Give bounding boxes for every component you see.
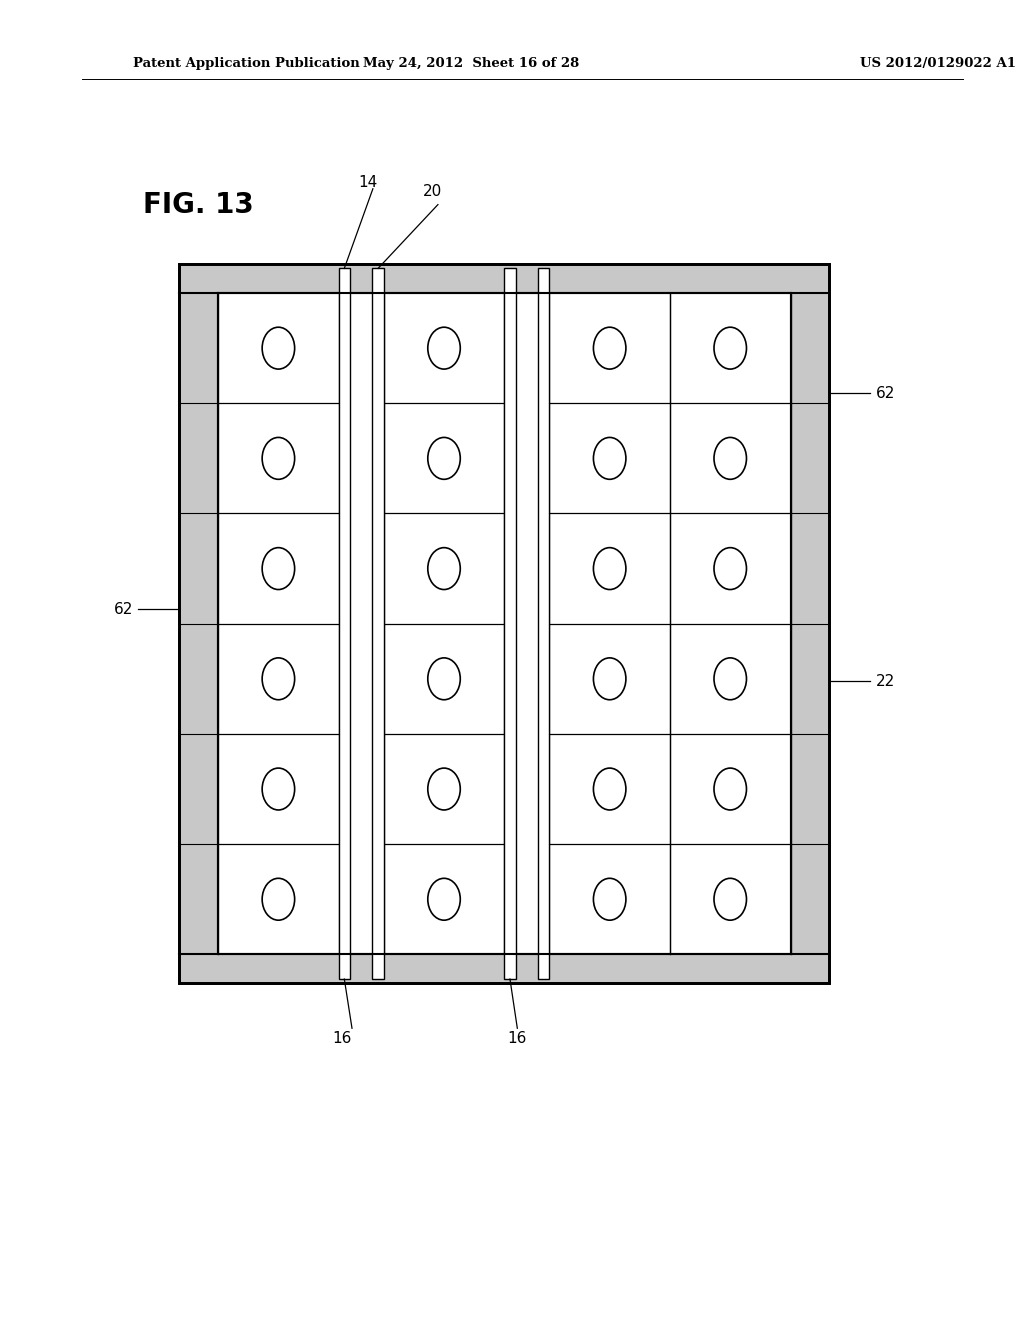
Circle shape	[428, 657, 460, 700]
Circle shape	[714, 768, 746, 810]
Circle shape	[262, 768, 295, 810]
Circle shape	[262, 657, 295, 700]
Circle shape	[428, 437, 460, 479]
Text: 14: 14	[358, 174, 378, 190]
Text: 20: 20	[423, 183, 442, 199]
Circle shape	[594, 768, 626, 810]
Circle shape	[714, 657, 746, 700]
Text: FIG. 13: FIG. 13	[143, 190, 254, 219]
Circle shape	[594, 657, 626, 700]
Text: US 2012/0129022 A1: US 2012/0129022 A1	[860, 57, 1016, 70]
Circle shape	[428, 548, 460, 590]
Bar	[504, 268, 515, 979]
Circle shape	[262, 878, 295, 920]
Circle shape	[428, 327, 460, 370]
Circle shape	[714, 327, 746, 370]
Bar	[339, 268, 350, 979]
Circle shape	[594, 327, 626, 370]
Circle shape	[594, 437, 626, 479]
Circle shape	[428, 768, 460, 810]
Circle shape	[594, 878, 626, 920]
Text: 62: 62	[876, 385, 895, 401]
Circle shape	[714, 878, 746, 920]
Circle shape	[262, 437, 295, 479]
Circle shape	[262, 548, 295, 590]
Text: May 24, 2012  Sheet 16 of 28: May 24, 2012 Sheet 16 of 28	[362, 57, 580, 70]
Bar	[218, 293, 791, 954]
Bar	[539, 268, 549, 979]
Bar	[373, 268, 384, 979]
Bar	[179, 264, 829, 983]
Text: Patent Application Publication: Patent Application Publication	[133, 57, 359, 70]
Text: 62: 62	[114, 602, 133, 616]
Text: 16: 16	[332, 1031, 351, 1047]
Circle shape	[594, 548, 626, 590]
Circle shape	[714, 548, 746, 590]
Bar	[218, 293, 791, 954]
Circle shape	[428, 878, 460, 920]
Text: 22: 22	[876, 673, 895, 689]
Circle shape	[262, 327, 295, 370]
Circle shape	[714, 437, 746, 479]
Text: 16: 16	[508, 1031, 527, 1047]
Bar	[179, 264, 829, 983]
